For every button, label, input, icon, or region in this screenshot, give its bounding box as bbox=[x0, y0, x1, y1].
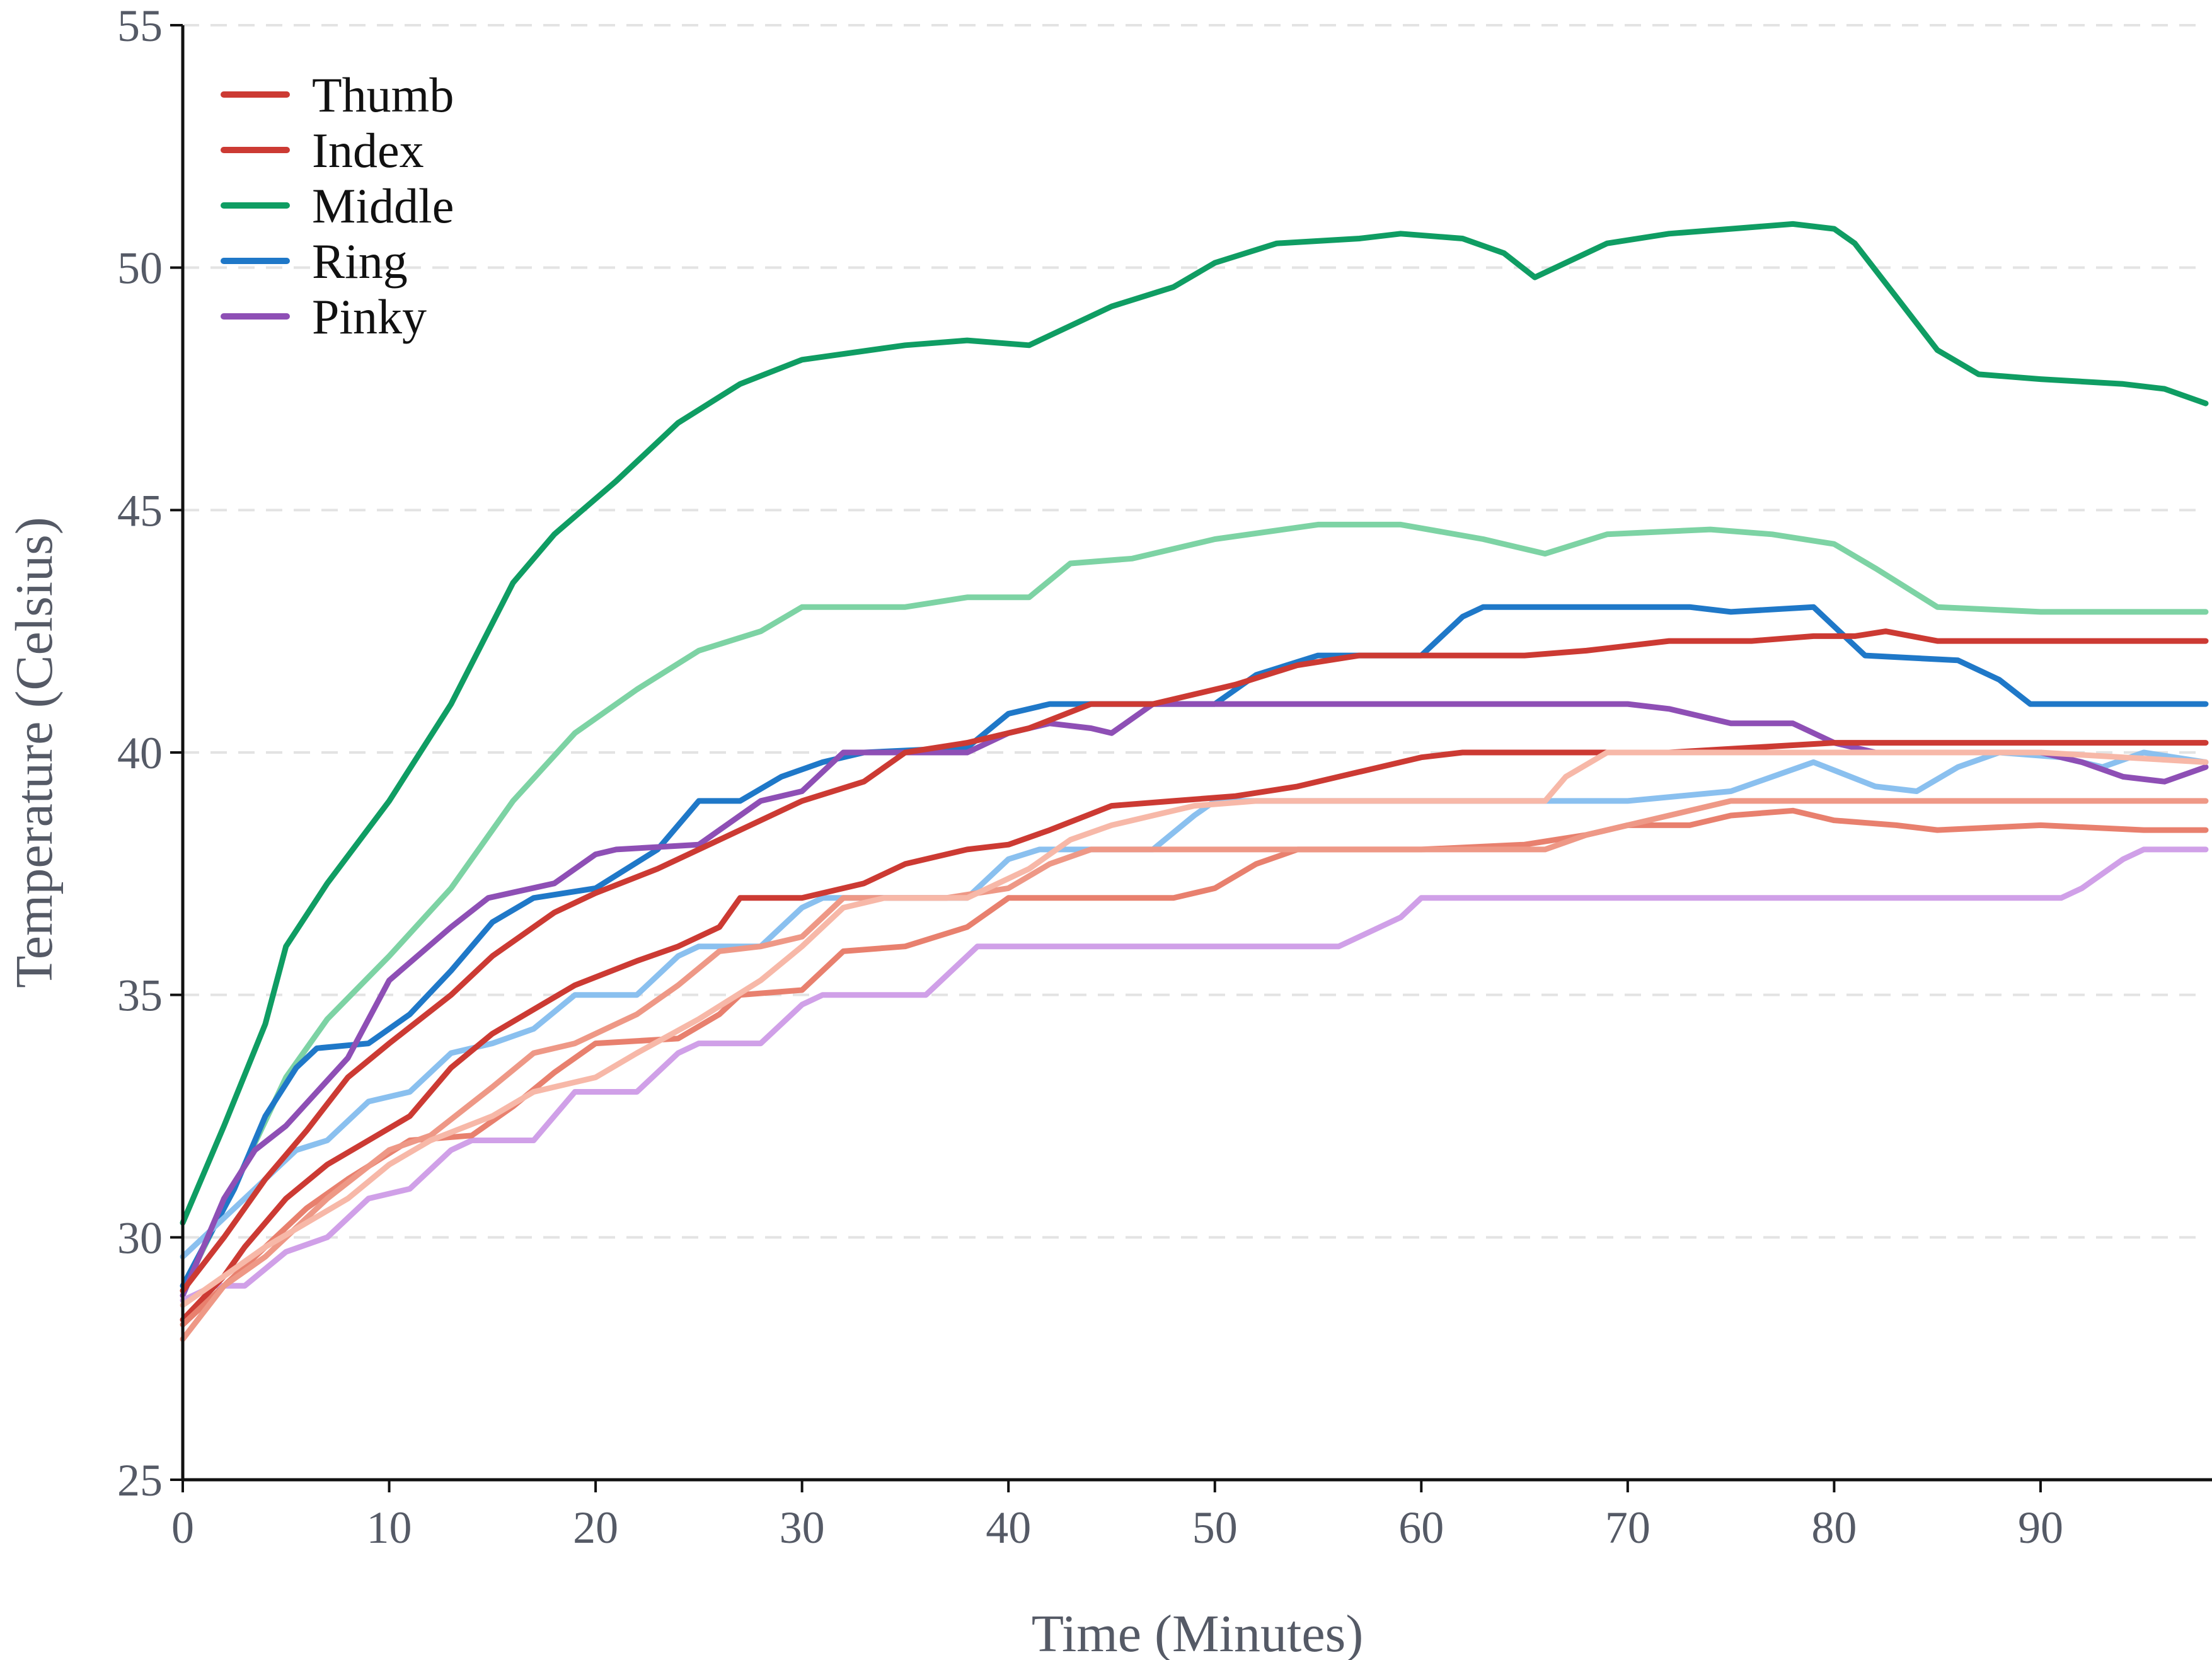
x-tick-label: 0 bbox=[171, 1502, 194, 1553]
x-tick-label: 70 bbox=[1605, 1502, 1650, 1553]
y-tick-label: 55 bbox=[117, 1, 163, 51]
y-tick-label: 50 bbox=[117, 243, 163, 294]
y-tick-label: 30 bbox=[117, 1213, 163, 1263]
y-tick-label: 40 bbox=[117, 728, 163, 778]
legend-label-middle: Middle bbox=[312, 178, 454, 233]
series-line-8 bbox=[180, 807, 2209, 1328]
y-tick-label: 45 bbox=[117, 485, 163, 536]
series-line-2 bbox=[180, 604, 2209, 1289]
x-tick-label: 40 bbox=[986, 1502, 1031, 1553]
series-line-7 bbox=[180, 740, 2209, 1323]
series-line-9 bbox=[180, 798, 2209, 1342]
y-axis-title: Temperature (Celsius) bbox=[5, 517, 64, 988]
x-tick-label: 50 bbox=[1192, 1502, 1238, 1553]
y-tick-label: 25 bbox=[117, 1455, 163, 1506]
legend-label-thumb: Thumb bbox=[312, 67, 454, 122]
series-line-6 bbox=[180, 628, 2209, 1294]
x-tick-label: 60 bbox=[1398, 1502, 1444, 1553]
ticks: 25 30 35 40 45 50 55 0 10 20 30 40 50 60 70 80 90 bbox=[117, 1, 2063, 1553]
x-tick-label: 10 bbox=[367, 1502, 412, 1553]
series-line-5 bbox=[180, 846, 2209, 1303]
x-tick-label: 90 bbox=[2018, 1502, 2063, 1553]
series-line-10 bbox=[180, 749, 2209, 1308]
series-line-4 bbox=[180, 701, 2209, 1299]
x-tick-label: 80 bbox=[1811, 1502, 1857, 1553]
legend-label-ring: Ring bbox=[312, 234, 408, 289]
x-axis-title: Time (Minutes) bbox=[1032, 1605, 1364, 1660]
x-tick-label: 30 bbox=[780, 1502, 825, 1553]
series-line-0 bbox=[180, 221, 2209, 1226]
series-lines bbox=[180, 221, 2209, 1342]
series-line-1 bbox=[180, 521, 2209, 1294]
grid-lines bbox=[183, 24, 2206, 1239]
x-tick-label: 20 bbox=[573, 1502, 618, 1553]
y-tick-label: 35 bbox=[117, 971, 163, 1021]
legend-label-index: Index bbox=[312, 123, 424, 178]
legend-label-pinky: Pinky bbox=[312, 289, 427, 344]
